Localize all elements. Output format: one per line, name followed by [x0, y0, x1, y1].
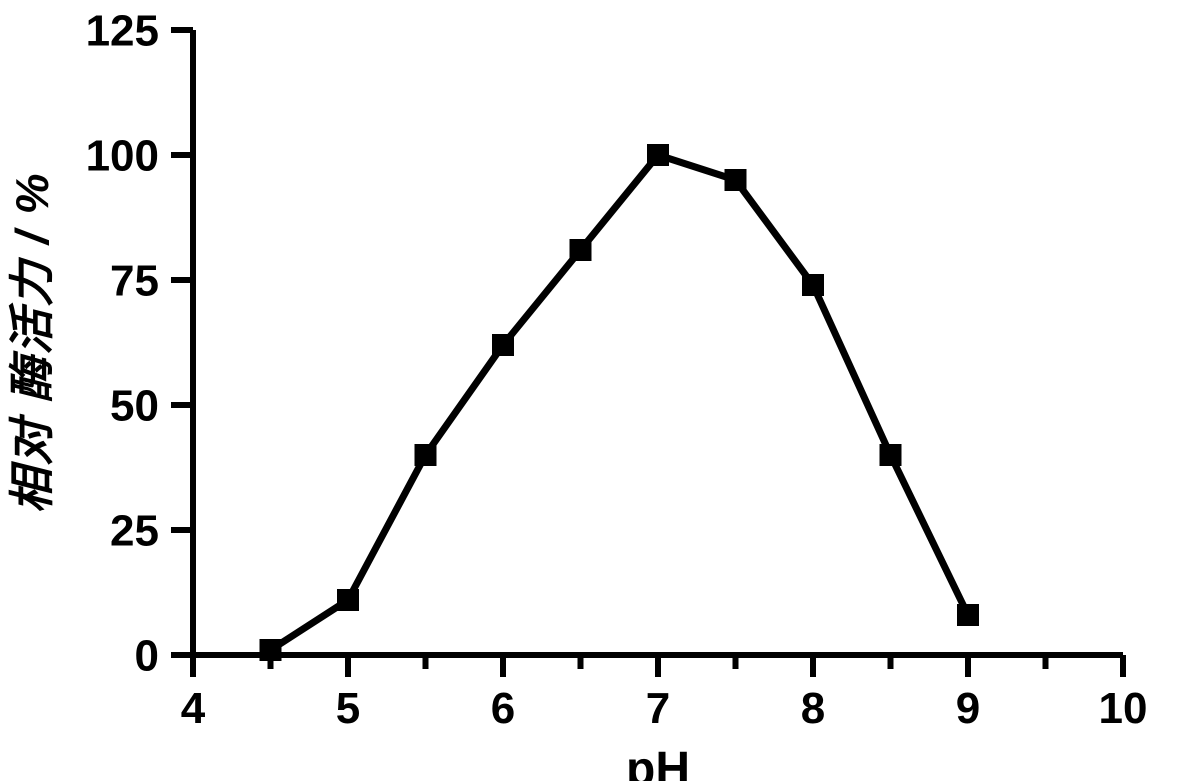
x-axis-title: pH: [626, 743, 690, 781]
data-marker: [415, 444, 437, 466]
x-tick-label: 8: [801, 684, 825, 733]
x-tick-label: 10: [1099, 684, 1148, 733]
data-marker: [570, 239, 592, 261]
x-tick-labels: 4 5 6 7 8 9 10: [181, 684, 1148, 733]
x-ticks: [193, 655, 1123, 677]
data-marker: [260, 639, 282, 661]
y-tick-label: 50: [110, 381, 159, 430]
y-tick-labels: 0 25 50 75 100 125: [86, 6, 159, 680]
data-markers: [260, 144, 980, 661]
chart-svg: 4 5 6 7 8 9 10 0 25 50 75 100 125 pH 相对 酶活力 / %: [0, 0, 1177, 781]
enzyme-activity-chart: 4 5 6 7 8 9 10 0 25 50 75 100 125 pH 相对 酶活力 / %: [0, 0, 1177, 781]
y-tick-label: 25: [110, 506, 159, 555]
data-marker: [957, 604, 979, 626]
data-marker: [725, 169, 747, 191]
data-marker: [880, 444, 902, 466]
x-tick-label: 9: [956, 684, 980, 733]
y-tick-label: 0: [135, 631, 159, 680]
y-tick-label: 125: [86, 6, 159, 55]
x-tick-label: 6: [491, 684, 515, 733]
x-tick-label: 5: [336, 684, 360, 733]
data-marker: [337, 589, 359, 611]
data-series: [271, 155, 969, 650]
data-marker: [647, 144, 669, 166]
x-tick-label: 7: [646, 684, 670, 733]
axes: [193, 30, 1123, 655]
y-tick-label: 100: [86, 131, 159, 180]
y-ticks: [171, 30, 193, 655]
x-tick-label: 4: [181, 684, 206, 733]
y-axis-title: 相对 酶活力 / %: [6, 171, 58, 513]
data-marker: [802, 274, 824, 296]
y-tick-label: 75: [110, 256, 159, 305]
data-marker: [492, 334, 514, 356]
